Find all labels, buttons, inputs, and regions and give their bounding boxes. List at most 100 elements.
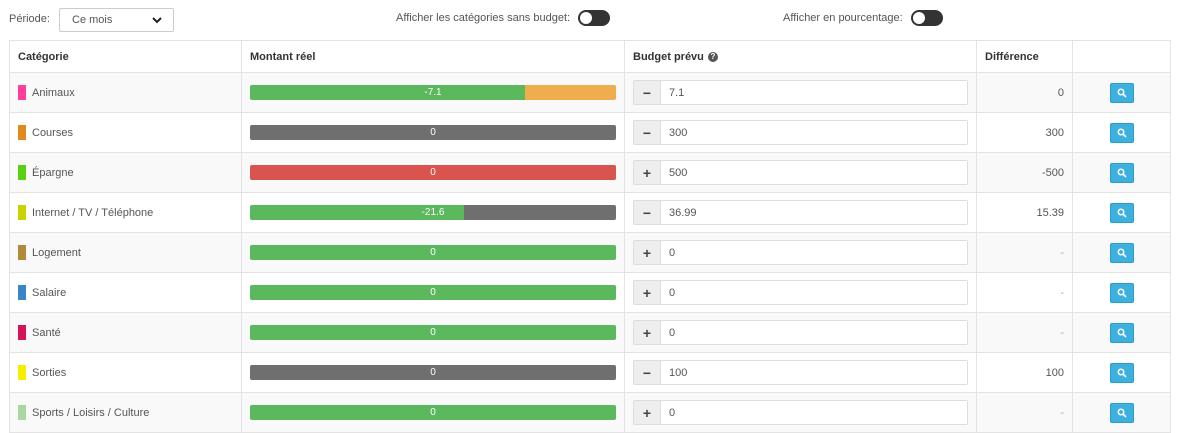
table-row: Sports / Loisirs / Culture 0 + - <box>9 392 1171 433</box>
category-cell: Santé <box>9 312 242 353</box>
actual-cell: 0 <box>241 312 625 353</box>
budget-input-group: − <box>633 120 968 145</box>
sign-glyph: − <box>642 124 652 141</box>
sign-glyph: − <box>642 204 652 221</box>
view-button[interactable] <box>1109 322 1134 343</box>
table-row: Logement 0 + - <box>9 232 1171 273</box>
progress-fill <box>250 245 616 260</box>
budget-input[interactable] <box>660 320 968 345</box>
view-button[interactable] <box>1109 162 1134 183</box>
plus-icon[interactable]: + <box>633 280 660 305</box>
difference-cell: - <box>976 232 1073 273</box>
search-icon <box>1117 208 1126 217</box>
chevron-down-icon <box>152 17 162 24</box>
category-color-swatch <box>18 285 26 300</box>
view-button[interactable] <box>1109 122 1134 143</box>
actions-cell <box>1072 192 1171 233</box>
sign-glyph: − <box>642 364 652 381</box>
actual-amount: 0 <box>430 327 436 338</box>
difference-value: 0 <box>1057 86 1064 99</box>
budget-cell: + <box>624 152 977 193</box>
progress-fill <box>250 205 465 220</box>
header-actual-label: Montant réel <box>250 50 316 63</box>
difference-value: - <box>1060 326 1064 339</box>
budget-input[interactable] <box>660 200 968 225</box>
sign-glyph: − <box>642 84 652 101</box>
category-color-swatch <box>18 365 26 380</box>
progress-fill <box>250 405 616 420</box>
budget-cell: + <box>624 312 977 353</box>
actual-cell: 0 <box>241 272 625 313</box>
category-name: Logement <box>32 246 81 259</box>
view-button[interactable] <box>1109 402 1134 423</box>
view-button[interactable] <box>1109 82 1134 103</box>
sign-glyph: + <box>642 404 652 421</box>
period-select-value: Ce mois <box>72 14 113 26</box>
actual-cell: -21.6 <box>241 192 625 233</box>
view-button[interactable] <box>1109 242 1134 263</box>
minus-icon[interactable]: − <box>633 200 660 225</box>
plus-icon[interactable]: + <box>633 400 660 425</box>
view-button[interactable] <box>1109 202 1134 223</box>
header-budget: Budget prévu? <box>624 40 977 73</box>
budget-input[interactable] <box>660 80 968 105</box>
period-label: Période: <box>9 13 50 25</box>
budget-input-group: + <box>633 280 968 305</box>
category-color-swatch <box>18 205 26 220</box>
question-circle-icon[interactable]: ? <box>707 51 718 62</box>
search-icon <box>1117 168 1126 177</box>
actual-cell: 0 <box>241 152 625 193</box>
budget-input-group: − <box>633 200 968 225</box>
budget-input-group: + <box>633 320 968 345</box>
category-cell: Animaux <box>9 72 242 113</box>
period-select[interactable]: Ce mois <box>59 8 174 32</box>
budget-input-group: + <box>633 400 968 425</box>
category: Animaux <box>18 85 233 100</box>
minus-icon[interactable]: − <box>633 360 660 385</box>
table-row: Épargne 0 + -500 <box>9 152 1171 193</box>
budget-input[interactable] <box>660 240 968 265</box>
table-row: Animaux -7.1 − 0 <box>9 72 1171 113</box>
category: Sorties <box>18 365 233 380</box>
difference-value: - <box>1060 286 1064 299</box>
actual-cell: -7.1 <box>241 72 625 113</box>
search-icon <box>1117 408 1126 417</box>
view-button[interactable] <box>1109 282 1134 303</box>
category: Courses <box>18 125 233 140</box>
budget-cell: + <box>624 392 977 433</box>
budget-cell: − <box>624 72 977 113</box>
budget-input[interactable] <box>660 360 968 385</box>
difference-value: 100 <box>1045 366 1064 379</box>
budget-input[interactable] <box>660 160 968 185</box>
minus-icon[interactable]: − <box>633 80 660 105</box>
header-actions <box>1072 40 1171 73</box>
search-icon <box>1117 88 1126 97</box>
progress-fill <box>250 85 525 100</box>
toggle-no-budget-switch[interactable] <box>578 10 611 26</box>
category-name: Épargne <box>32 166 74 179</box>
category-cell: Courses <box>9 112 242 153</box>
progress-fill <box>250 325 616 340</box>
difference-cell: 15.39 <box>976 192 1073 233</box>
category: Logement <box>18 245 233 260</box>
header-difference: Différence <box>976 40 1073 73</box>
toggle-percentage-switch[interactable] <box>910 10 943 26</box>
budget-input[interactable] <box>660 400 968 425</box>
budget-input[interactable] <box>660 280 968 305</box>
search-icon <box>1117 288 1126 297</box>
difference-value: 15.39 <box>1036 206 1064 219</box>
progress-fill <box>250 365 616 380</box>
view-button[interactable] <box>1109 362 1134 383</box>
plus-icon[interactable]: + <box>633 320 660 345</box>
plus-icon[interactable]: + <box>633 160 660 185</box>
category-name: Sports / Loisirs / Culture <box>32 406 150 419</box>
plus-icon[interactable]: + <box>633 240 660 265</box>
minus-icon[interactable]: − <box>633 120 660 145</box>
progress-remainder <box>464 205 616 220</box>
difference-cell: 0 <box>976 72 1073 113</box>
category-color-swatch <box>18 165 26 180</box>
budget-cell: + <box>624 272 977 313</box>
category-color-swatch <box>18 85 26 100</box>
budget-input[interactable] <box>660 120 968 145</box>
actual-amount: 0 <box>430 287 436 298</box>
